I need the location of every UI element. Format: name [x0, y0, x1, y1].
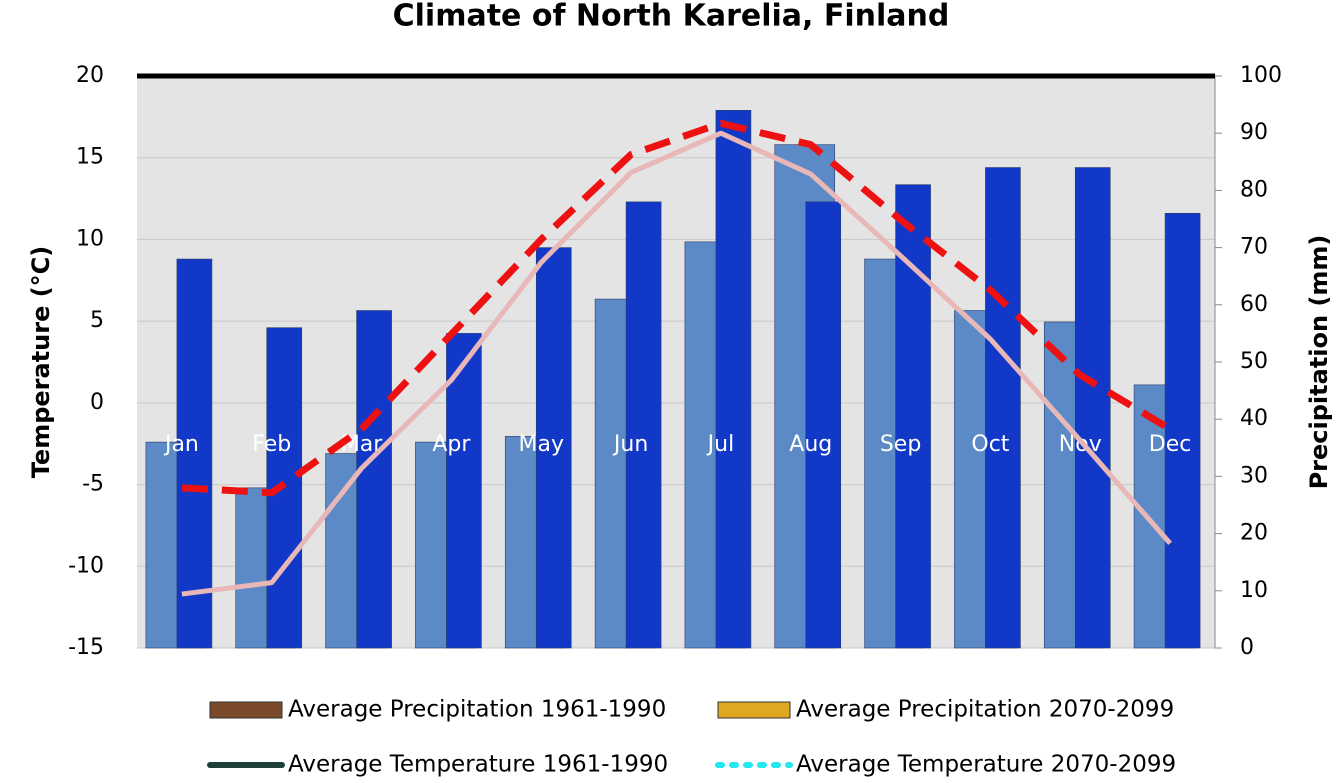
- x-tick-label: May: [519, 432, 564, 457]
- y-tick-label: 15: [76, 145, 104, 170]
- bar: [805, 201, 842, 649]
- legend-label: Average Temperature 1961-1990: [288, 752, 668, 778]
- bar: [985, 167, 1021, 649]
- x-tick-label: Sep: [880, 432, 921, 457]
- bar: [715, 110, 752, 649]
- legend-label: Average Temperature 2070-2099: [796, 752, 1176, 778]
- y2-tick-label: 90: [1240, 120, 1268, 145]
- bar: [356, 310, 392, 649]
- y2-tick-label: 70: [1240, 235, 1268, 260]
- x-tick-label: Oct: [971, 432, 1009, 457]
- y-tick-label: 0: [90, 390, 104, 415]
- y2-tick-label: 60: [1240, 292, 1268, 317]
- x-tick-label: Apr: [432, 432, 471, 457]
- x-tick-label: Feb: [252, 432, 291, 457]
- y-tick-label: 20: [76, 63, 104, 88]
- y2-axis-label: Precipitation (mm): [1305, 235, 1333, 490]
- y-tick-label: -5: [82, 472, 104, 497]
- x-tick-label: Nov: [1059, 432, 1102, 457]
- bar: [1074, 167, 1111, 649]
- line-series: [181, 130, 1172, 597]
- y-tick-label: -10: [68, 553, 104, 578]
- legend-label: Average Precipitation 2070-2099: [796, 697, 1174, 723]
- y2-tick-label: 100: [1240, 63, 1282, 88]
- line-series: [181, 119, 1172, 497]
- bar: [176, 258, 213, 649]
- y-tick-label: 10: [76, 226, 104, 251]
- bar: [625, 201, 662, 649]
- y2-tick-label: 20: [1240, 521, 1268, 546]
- x-tick-label: Jul: [706, 432, 735, 457]
- y2-tick-label: 80: [1240, 177, 1268, 202]
- y-axis-label: Temperature (°C): [27, 246, 55, 479]
- legend-swatch: [209, 701, 283, 719]
- y2-tick-label: 30: [1240, 463, 1268, 488]
- legend-swatch: [717, 701, 791, 719]
- bar: [535, 247, 572, 649]
- chart-title: Climate of North Karelia, Finland: [393, 0, 950, 34]
- legend-label: Average Precipitation 1961-1990: [288, 697, 666, 723]
- y2-tick-label: 0: [1240, 635, 1254, 660]
- x-tick-label: Dec: [1149, 432, 1192, 457]
- x-tick-label: Jan: [163, 432, 199, 457]
- y-tick-label: 5: [90, 308, 104, 333]
- y2-tick-label: 10: [1240, 578, 1268, 603]
- bar: [895, 184, 931, 649]
- y2-tick-label: 40: [1240, 406, 1268, 431]
- x-tick-label: Jun: [612, 432, 648, 457]
- bar: [446, 333, 482, 649]
- bar: [1164, 212, 1201, 649]
- y2-tick-label: 50: [1240, 349, 1268, 374]
- plot-area: [137, 76, 1215, 648]
- x-tick-label: Aug: [789, 432, 832, 457]
- y-tick-label: -15: [68, 635, 104, 660]
